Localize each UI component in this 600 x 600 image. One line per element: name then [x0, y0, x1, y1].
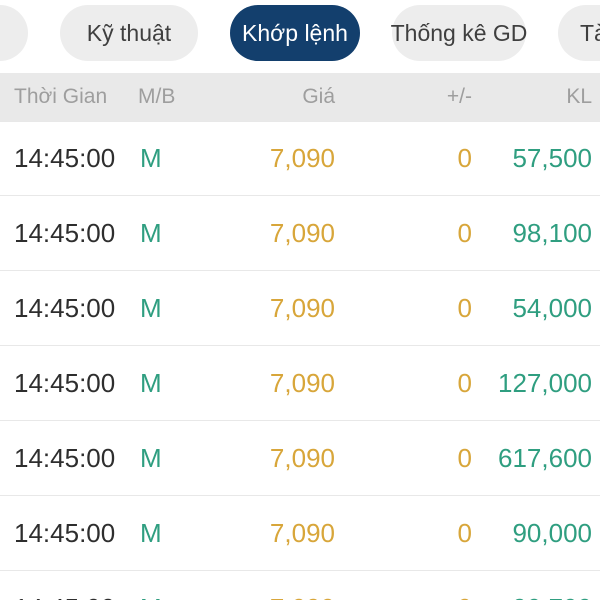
tab-thong-ke-gd[interactable]: Thống kê GD — [391, 5, 527, 61]
side-cell: M — [140, 442, 162, 473]
volume-cell: 57,500 — [512, 143, 592, 173]
table-row: 14:45:00 M 7,090 0 127,000 — [0, 346, 600, 421]
table-header: Thời Gian M/B Giá +/- KL — [0, 73, 600, 121]
tab-bar: Kỹ thuật Khớp lệnh Thống kê GD Tà — [0, 0, 600, 73]
time-cell: 14:45:00 — [14, 292, 116, 323]
change-cell: 0 — [457, 367, 472, 398]
time-cell: 14:45:00 — [0, 593, 125, 600]
col-header-side: M/B — [138, 85, 176, 108]
price-cell: 7,090 — [269, 143, 335, 173]
price-cell: 7,090 — [269, 442, 335, 473]
table-row: 14:45:00 M 7,090 0 90,700 — [0, 571, 600, 600]
table-row: 14:45:00 M 7,090 0 90,000 — [0, 496, 600, 571]
price-cell: 7,090 — [269, 217, 335, 248]
side-cell: M — [140, 292, 162, 323]
change-cell: 0 — [457, 217, 472, 248]
tab-partial-right[interactable]: Tà — [558, 5, 600, 61]
change-cell: 0 — [457, 517, 472, 548]
time-cell: 14:45:00 — [14, 217, 116, 248]
table-row: 14:45:00 M 7,090 0 617,600 — [0, 421, 600, 496]
table-row: 14:45:00 M 7,090 0 57,500 — [0, 121, 600, 196]
tab-partial-left[interactable] — [0, 5, 28, 61]
volume-cell: 127,000 — [498, 367, 592, 398]
price-cell: 7,090 — [269, 292, 335, 323]
side-cell: M — [125, 593, 185, 600]
time-cell: 14:45:00 — [14, 143, 116, 173]
time-cell: 14:45:00 — [14, 517, 116, 548]
price-cell: 7,090 — [269, 367, 335, 398]
col-header-price: Giá — [302, 85, 335, 108]
change-cell: 0 — [457, 442, 472, 473]
volume-cell: 617,600 — [498, 442, 592, 473]
table-row: 14:45:00 M 7,090 0 98,100 — [0, 196, 600, 271]
volume-cell: 54,000 — [512, 292, 592, 323]
change-cell: 0 — [457, 292, 472, 323]
volume-cell: 90,700 — [480, 593, 600, 600]
tab-khop-lenh[interactable]: Khớp lệnh — [230, 5, 360, 61]
side-cell: M — [140, 217, 162, 248]
side-cell: M — [140, 367, 162, 398]
col-header-change: +/- — [446, 85, 472, 108]
tab-ky-thuat[interactable]: Kỹ thuật — [60, 5, 198, 61]
side-cell: M — [140, 143, 162, 173]
volume-cell: 98,100 — [512, 217, 592, 248]
change-cell: 0 — [457, 143, 472, 173]
price-cell: 7,090 — [269, 517, 335, 548]
price-cell: 7,090 — [185, 593, 345, 600]
col-header-volume: KL — [566, 85, 592, 108]
time-cell: 14:45:00 — [14, 442, 116, 473]
volume-cell: 90,000 — [512, 517, 592, 548]
time-cell: 14:45:00 — [14, 367, 116, 398]
side-cell: M — [140, 517, 162, 548]
trade-list[interactable]: 14:45:00 M 7,090 0 57,500 14:45:00 M 7,0… — [0, 121, 600, 600]
col-header-time: Thời Gian — [14, 85, 108, 108]
change-cell: 0 — [345, 593, 480, 600]
table-row: 14:45:00 M 7,090 0 54,000 — [0, 271, 600, 346]
